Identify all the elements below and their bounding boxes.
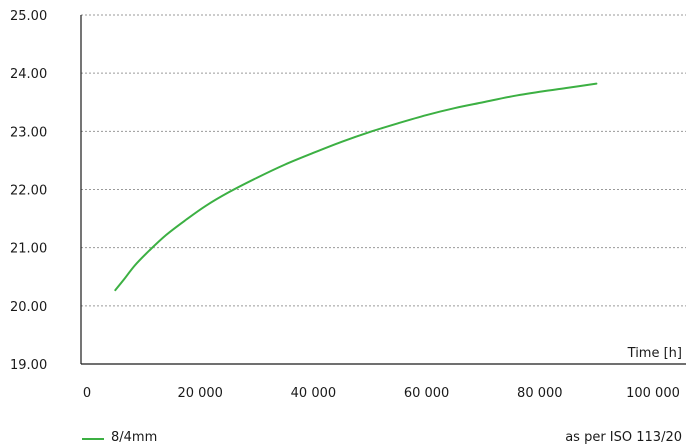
y-tick-label-3: 22.00 [10,184,47,199]
x-axis-label: Time [h] [627,346,682,361]
y-tick-label-2: 21.00 [10,242,47,257]
x-tick-label-3: 60 000 [404,386,450,401]
series-lines [114,82,598,292]
legend: 8/4mm [82,430,157,445]
series-line-0 [114,82,598,292]
y-tick-label-4: 23.00 [10,125,47,140]
y-tick-labels: 19.00 20.00 21.00 22.00 23.00 24.00 25.00 [10,9,47,373]
x-tick-label-0: 0 [83,386,91,401]
x-tick-labels: 0 20 000 40 000 60 000 80 000 100 000 [83,386,680,401]
x-tick-label-1: 20 000 [177,386,223,401]
x-tick-label-4: 80 000 [517,386,563,401]
standard-note: as per ISO 113/20 [565,430,682,445]
y-tick-label-5: 24.00 [10,67,47,82]
legend-label: 8/4mm [111,430,157,445]
y-tick-label-0: 19.00 [10,358,47,373]
y-tick-label-1: 20.00 [10,300,47,315]
y-tick-label-6: 25.00 [10,9,47,24]
grid-lines [81,14,686,307]
x-tick-label-5: 100 000 [626,386,680,401]
x-tick-label-2: 40 000 [291,386,337,401]
